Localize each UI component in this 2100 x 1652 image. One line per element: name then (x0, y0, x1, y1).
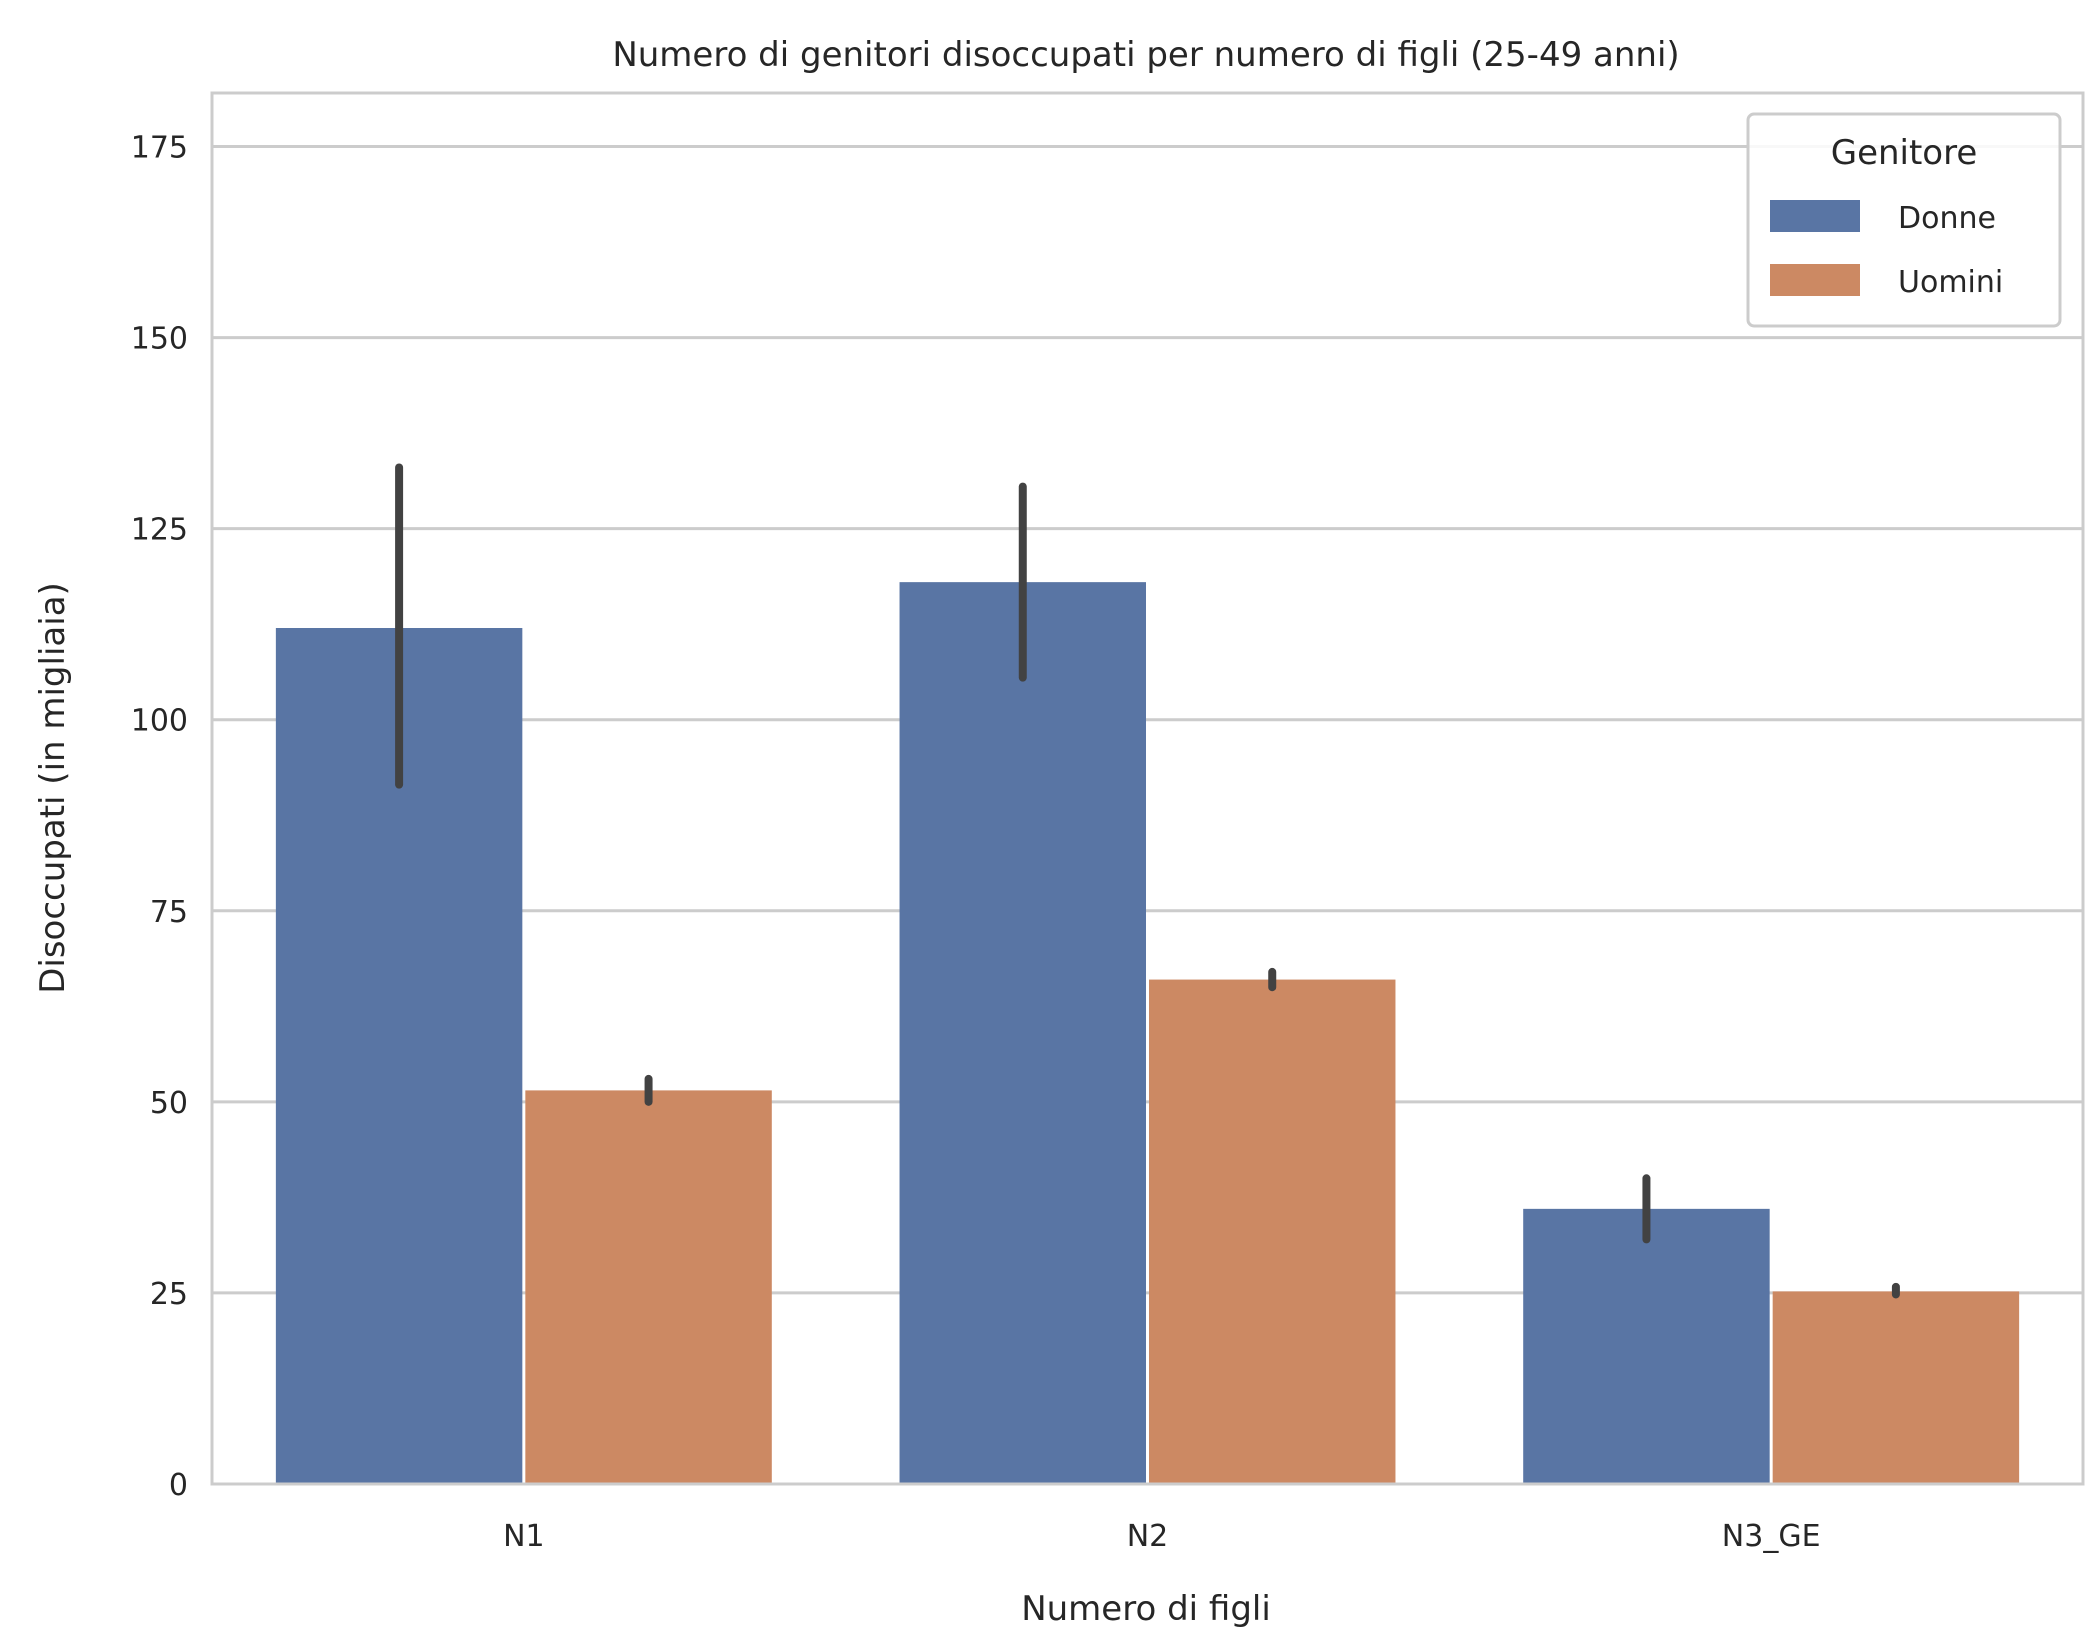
y-axis-title: Disoccupati (in migliaia) (33, 582, 73, 994)
bar-uomini-n1 (525, 1090, 772, 1484)
y-tick-label: 125 (131, 513, 188, 548)
y-axis-ticks: 0 25 50 75 100 125 150 175 (131, 131, 188, 1504)
y-tick-label: 25 (150, 1277, 188, 1312)
error-bars (395, 463, 1900, 1299)
bar-uomini-n3_ge (1772, 1291, 2020, 1484)
x-axis-title: Numero di figli (1021, 1589, 1271, 1629)
y-tick-label: 0 (169, 1468, 188, 1503)
chart-title: Numero di genitori disoccupati per numer… (612, 35, 1679, 75)
y-tick-label: 150 (131, 322, 188, 357)
legend-swatch-donne (1770, 200, 1860, 232)
y-tick-label: 175 (131, 131, 188, 166)
bar-donne-n2 (899, 582, 1146, 1484)
plot-frame (210, 91, 2085, 1486)
y-tick-label: 50 (150, 1086, 188, 1121)
bar-donne-n3_ge (1523, 1208, 1770, 1484)
x-axis-ticks: N1 N2 N3_GE (503, 1519, 1820, 1554)
x-tick-label: N2 (1127, 1519, 1169, 1554)
y-tick-label: 100 (131, 704, 188, 739)
legend: Genitore Donne Uomini (1746, 112, 2062, 328)
x-tick-label: N3_GE (1722, 1519, 1821, 1554)
y-tick-label: 75 (150, 895, 188, 930)
legend-label-uomini: Uomini (1898, 265, 2003, 300)
legend-label-donne: Donne (1898, 201, 1996, 236)
bar-uomini-n2 (1149, 979, 1396, 1484)
x-tick-label: N1 (503, 1519, 545, 1554)
legend-swatch-uomini (1770, 264, 1860, 296)
legend-title: Genitore (1831, 133, 1978, 173)
